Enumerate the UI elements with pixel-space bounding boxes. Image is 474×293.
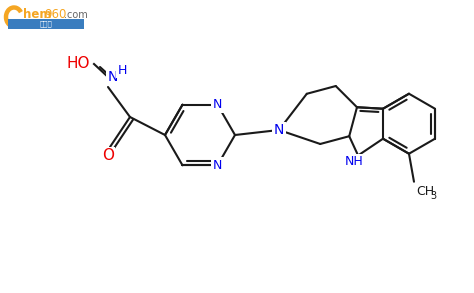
Text: N: N (213, 98, 222, 111)
Text: N: N (108, 70, 118, 84)
Text: 3: 3 (430, 191, 436, 201)
Text: 960: 960 (44, 8, 66, 21)
Bar (8, 19, 84, 29)
Text: N: N (213, 159, 222, 172)
Text: N: N (274, 123, 284, 137)
Text: hem: hem (23, 8, 52, 21)
Text: H: H (117, 64, 127, 76)
Text: NH: NH (345, 155, 364, 168)
Text: O: O (102, 149, 114, 163)
Text: 化工网: 化工网 (40, 21, 52, 27)
Text: .com: .com (64, 10, 88, 20)
Text: HO: HO (66, 57, 90, 71)
Text: CH: CH (416, 185, 434, 198)
